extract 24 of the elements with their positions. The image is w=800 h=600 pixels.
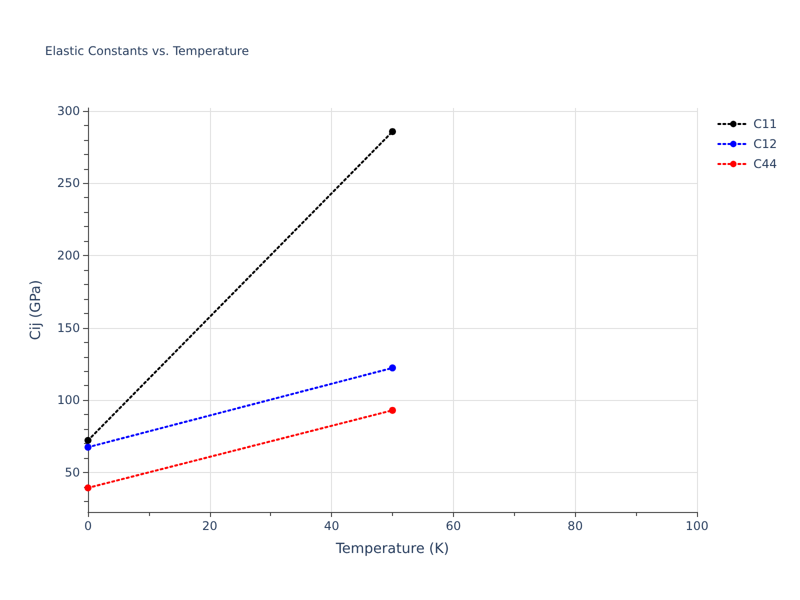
legend-label: C44 [753,157,778,171]
point [389,406,396,414]
y-tick-label: 300 [57,104,80,118]
y-axis-title: Cij (GPa) [28,280,44,340]
legend-label: C12 [753,137,778,151]
y-tick-label: 250 [57,176,80,190]
x-tick-label: 100 [686,519,708,533]
point [84,484,92,492]
y-tick-label: 50 [64,466,80,480]
point [389,128,396,136]
x-tick-label: 20 [202,519,218,533]
x-tick-label: 40 [324,519,340,533]
chart-title: Elastic Constants vs. Temperature [45,44,249,58]
point [84,444,92,451]
y-tick-label: 150 [57,320,80,335]
legend-label: C11 [753,117,778,131]
point [389,364,396,372]
y-tick-label: 200 [57,248,80,263]
x-axis-title: Temperature (K) [334,541,450,557]
x-tick-label: 60 [446,519,462,533]
x-tick-label: 80 [568,519,583,533]
point [84,436,92,444]
x-tick-label: 0 [84,519,92,533]
y-tick-label: 100 [57,393,80,408]
